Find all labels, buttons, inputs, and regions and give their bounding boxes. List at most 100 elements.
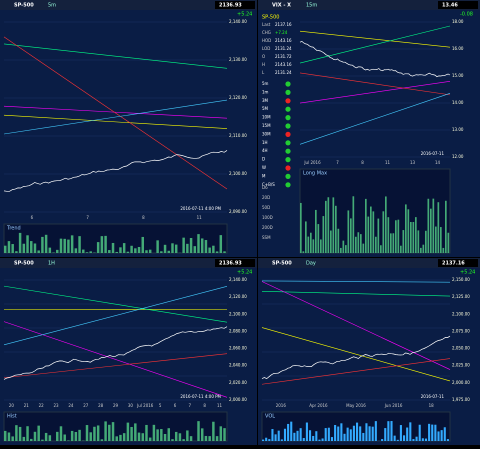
sub-label: SSM <box>262 235 271 240</box>
time-label: 7 <box>336 160 339 165</box>
indicator-bar <box>300 203 302 253</box>
indicator-bar <box>168 428 170 441</box>
indicator-bar <box>156 240 158 253</box>
indicator-bar <box>179 433 181 441</box>
indicator-bar <box>186 430 188 441</box>
time-label: 23 <box>53 403 59 408</box>
status-dot <box>285 107 290 112</box>
indicator-bar <box>433 199 435 253</box>
indicator-bar <box>175 432 177 441</box>
indicator-bar <box>362 433 364 441</box>
price-axis-label: 2,140.00 <box>229 277 247 282</box>
indicator-bar <box>116 436 118 441</box>
indicator-bar <box>104 421 106 441</box>
indicator-bar <box>390 233 392 253</box>
indicator-bar <box>37 426 39 441</box>
indicator-bar <box>86 252 88 253</box>
status-dot <box>285 174 290 179</box>
indicator-bar <box>300 428 302 441</box>
indicator-bar <box>308 237 310 253</box>
indicator-bar <box>101 236 103 253</box>
indicator-bar <box>318 440 320 441</box>
time-label: 13 <box>410 160 416 165</box>
indicator-bar <box>440 227 442 253</box>
indicator-bar <box>281 439 283 441</box>
price-axis-label: 2,125.00 <box>452 294 470 299</box>
indicator-bar <box>223 428 225 441</box>
indicator-bar <box>337 427 339 441</box>
indicator-bar <box>97 242 99 253</box>
status-dot <box>285 182 290 187</box>
timestamp: 2016-07-11 <box>421 151 445 156</box>
indicator-bar <box>296 431 298 441</box>
quote-value: 2131.24 <box>275 46 292 51</box>
indicator-bar <box>4 246 6 253</box>
indicator-bar <box>303 438 305 441</box>
time-label: 6 <box>174 403 177 408</box>
change: +5.24 <box>237 12 252 18</box>
status-label: 30M <box>262 131 271 136</box>
symbol: SP-500 <box>272 261 292 267</box>
indicator-bar <box>89 251 91 253</box>
indicator-bar <box>123 433 125 441</box>
quote-label: CHG <box>262 30 271 35</box>
indicator-bar <box>303 251 305 253</box>
indicator-bar <box>216 436 218 441</box>
indicator-bar <box>123 243 125 253</box>
indicator-bar <box>400 246 402 253</box>
indicator-bar <box>365 423 367 441</box>
indicator-bar <box>345 245 347 253</box>
indicator-bar <box>325 428 327 441</box>
quote-value: +7.24 <box>275 30 288 35</box>
indicator-bar <box>134 248 136 253</box>
indicator-bar <box>340 248 342 253</box>
indicator-bar <box>278 431 280 441</box>
time-label: 22 <box>39 403 45 408</box>
indicator-bar <box>82 250 84 253</box>
indicator-bar <box>425 231 427 253</box>
indicator-bar <box>41 237 43 253</box>
time-label: 11 <box>197 215 203 220</box>
interval: 15m <box>306 3 317 9</box>
indicator-bar <box>168 251 170 253</box>
indicator-bar <box>418 230 420 253</box>
quote-label: HOD <box>262 38 271 43</box>
status-dot <box>285 90 290 95</box>
indicator-bar <box>116 252 118 253</box>
indicator-bar <box>358 232 360 253</box>
time-label: 8 <box>203 403 206 408</box>
indicator-bar <box>353 426 355 441</box>
indicator-bar <box>328 197 330 253</box>
price: 13.46 <box>442 3 458 9</box>
indicator-bar <box>127 252 129 253</box>
indicator-bar <box>343 241 345 253</box>
indicator-bar <box>406 428 408 441</box>
indicator-bar <box>97 425 99 441</box>
indicator-bar <box>287 424 289 441</box>
indicator-bar <box>190 436 192 441</box>
indicator-bar <box>164 245 166 253</box>
indicator-bar <box>262 440 264 441</box>
indicator-bar <box>428 199 430 253</box>
indicator-bar <box>437 431 439 441</box>
price-axis-label: 2,120.00 <box>229 95 247 100</box>
price: 2137.16 <box>442 261 465 267</box>
status-dot <box>285 81 290 86</box>
time-label: 11 <box>385 160 391 165</box>
indicator-bar <box>290 422 292 441</box>
price-axis-label: 2,025.00 <box>452 363 470 368</box>
time-label: 30 <box>128 403 134 408</box>
status-dot <box>285 123 290 128</box>
indicator-bar <box>372 427 374 441</box>
status-label: 1m <box>262 89 269 94</box>
indicator-label: VOL <box>265 414 275 420</box>
status-label: M <box>262 173 266 178</box>
indicator-bar <box>63 239 65 253</box>
indicator-bar <box>323 216 325 253</box>
indicator-bar <box>369 426 371 441</box>
indicator-bar <box>145 250 147 253</box>
indicator-bar <box>34 243 36 253</box>
sub-label: D6 <box>262 185 268 190</box>
indicator-bar <box>108 250 110 253</box>
time-label: 8 <box>142 215 145 220</box>
